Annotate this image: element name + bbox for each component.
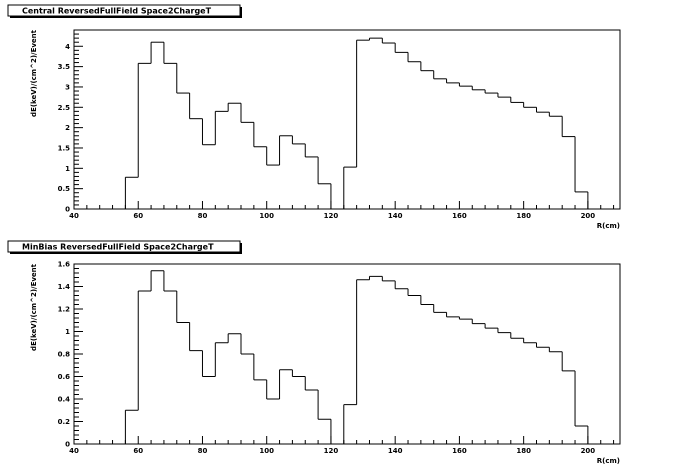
y-tick-label: 1.4 (58, 283, 71, 291)
y-tick-label: 0.8 (58, 351, 71, 359)
y-tick-label: 1.6 (58, 261, 71, 269)
y-tick-label: 3 (65, 83, 70, 91)
y-tick-label: 2.5 (58, 104, 71, 112)
x-tick-label: 140 (388, 212, 403, 220)
y-tick-label: 1.5 (58, 144, 71, 152)
x-tick-label: 60 (133, 212, 143, 220)
x-tick-label: 180 (516, 447, 531, 455)
x-tick-label: 120 (324, 447, 339, 455)
x-tick-label: 160 (452, 212, 467, 220)
title-box (7, 240, 241, 253)
x-tick-label: 100 (259, 212, 274, 220)
x-tick-label: 40 (69, 447, 79, 455)
chart-title: MinBias ReversedFullField Space2ChargeT (22, 243, 214, 252)
y-axis-label: dE(keV)/(cm^2)/Event (30, 29, 38, 117)
x-tick-label: 140 (388, 447, 403, 455)
x-axis-label: R(cm) (597, 222, 620, 230)
x-tick-label: 160 (452, 447, 467, 455)
x-axis-label: R(cm) (597, 457, 620, 465)
x-tick-label: 100 (259, 447, 274, 455)
plot-frame (73, 29, 621, 210)
y-tick-label: 1 (65, 328, 70, 336)
chart-panel-2: MinBias ReversedFullField Space2ChargeT 4… (7, 240, 621, 465)
plot-frame (73, 263, 621, 445)
y-tick-label: 1 (65, 165, 70, 173)
y-tick-label: 0 (65, 441, 70, 449)
x-tick-label: 180 (516, 212, 531, 220)
y-tick-label: 0.5 (58, 185, 71, 193)
x-tick-label: 200 (581, 447, 596, 455)
y-tick-label: 0.2 (58, 418, 71, 426)
title-box (7, 4, 241, 17)
y-axis-label: dE(keV)/(cm^2)/Event (30, 263, 38, 351)
x-tick-label: 120 (324, 212, 339, 220)
chart-title: Central ReversedFullField Space2ChargeT (22, 7, 212, 16)
chart-panel-1: Central ReversedFullField Space2ChargeT 4… (7, 4, 621, 230)
y-tick-label: 1.2 (58, 306, 71, 314)
y-tick-label: 0.4 (58, 396, 71, 404)
x-tick-label: 60 (133, 447, 143, 455)
y-tick-label: 3.5 (58, 63, 71, 71)
x-tick-label: 200 (581, 212, 596, 220)
x-tick-label: 80 (198, 447, 208, 455)
x-tick-label: 40 (69, 212, 79, 220)
x-tick-label: 80 (198, 212, 208, 220)
y-tick-label: 0 (65, 206, 70, 214)
y-tick-label: 0.6 (58, 373, 71, 381)
y-tick-label: 4 (65, 43, 70, 51)
y-tick-label: 2 (65, 124, 70, 132)
